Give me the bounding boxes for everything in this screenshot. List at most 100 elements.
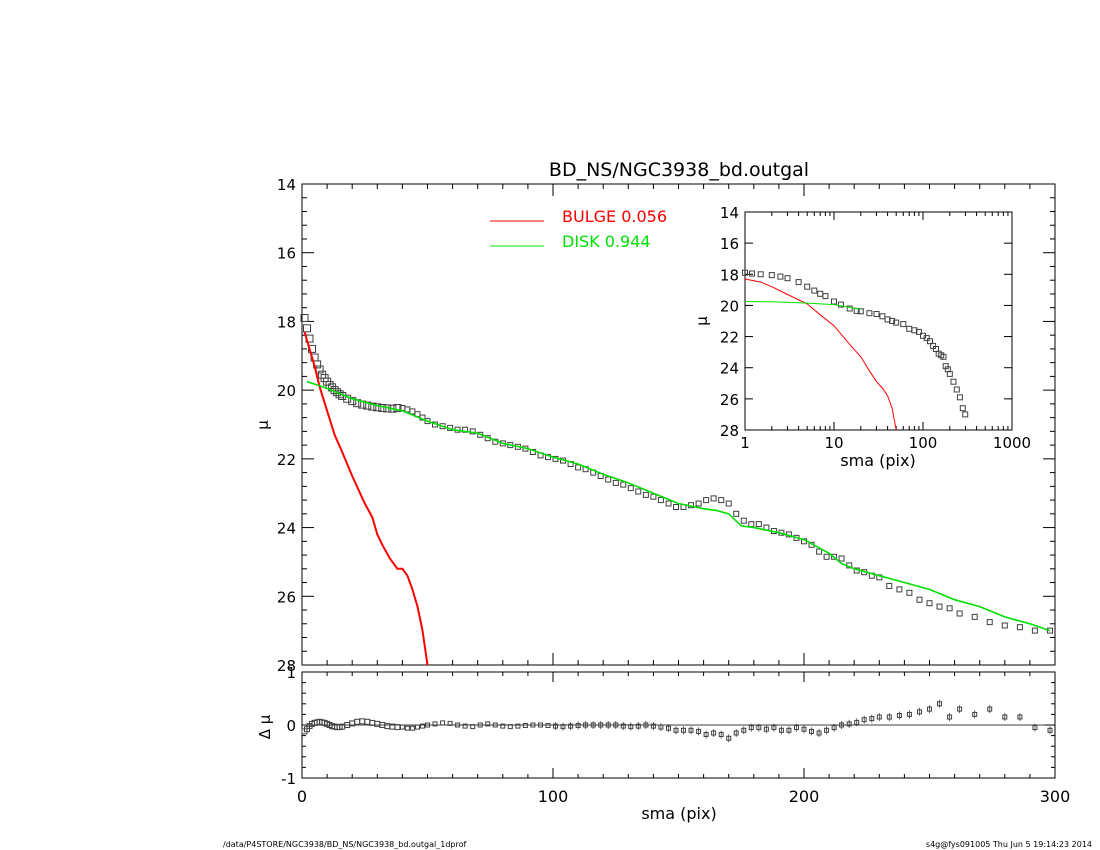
data-marker — [409, 408, 416, 415]
inset-data-marker — [953, 386, 960, 393]
residual-marker — [673, 727, 679, 733]
residual-marker — [364, 718, 371, 725]
inset-data-marker — [873, 311, 880, 317]
residual-marker — [628, 724, 634, 730]
residual-marker — [748, 725, 754, 731]
residual-marker — [598, 722, 604, 728]
inset-y-axis-label: μ — [693, 316, 711, 326]
data-marker — [424, 418, 431, 425]
residual-marker — [658, 724, 664, 730]
x-tick-label: 10 — [824, 434, 843, 452]
y-tick-label: 1 — [286, 664, 296, 682]
residual-marker — [917, 709, 922, 715]
data-marker — [303, 324, 311, 333]
main-plot: BD_NS/NGC3938_bd.outgal 14 16 18 20 22 24 26 28… — [254, 159, 1056, 675]
data-marker — [642, 491, 649, 498]
residual-marker — [440, 720, 446, 726]
inset-data-marker — [742, 269, 748, 276]
residual-marker — [809, 728, 814, 734]
residual-marker — [605, 722, 611, 728]
residual-marker — [861, 717, 867, 723]
residual-marker — [987, 706, 993, 712]
residual-marker — [681, 727, 686, 733]
data-marker — [886, 583, 893, 589]
y-tick-label: 18 — [720, 266, 739, 284]
residual-marker — [500, 723, 506, 729]
data-marker — [831, 553, 838, 560]
y-tick-label: 16 — [720, 235, 739, 253]
residual-marker — [462, 723, 468, 729]
y-tick-label: 14 — [277, 176, 296, 194]
data-marker — [393, 404, 402, 412]
inset-data-marker — [959, 405, 966, 412]
inset-data-marker — [838, 301, 844, 308]
inset-data-marker — [915, 328, 922, 335]
x-tick-label: 100 — [538, 787, 569, 806]
residual-marker — [666, 725, 671, 731]
inset-data-marker — [893, 319, 900, 326]
data-marker — [673, 504, 679, 510]
disk-line — [306, 380, 1051, 632]
residual-marker — [635, 723, 641, 729]
data-marker — [348, 397, 357, 406]
y-tick-label: 24 — [720, 360, 739, 378]
data-marker — [906, 589, 913, 596]
data-marker — [665, 500, 672, 507]
inset-data-marker — [879, 313, 886, 320]
residual-marker — [553, 723, 558, 729]
inset-bulge-line — [745, 278, 897, 430]
residual-marker — [1047, 727, 1053, 733]
data-marker — [1016, 624, 1023, 631]
inset-data-marker — [956, 394, 963, 401]
residual-marker — [786, 727, 792, 733]
residual-marker — [1017, 714, 1023, 720]
data-marker — [725, 500, 732, 507]
main-y-axis-label: μ — [254, 420, 272, 430]
residual-marker — [972, 711, 978, 717]
residual-marker — [824, 727, 830, 733]
residual-marker — [771, 725, 777, 731]
residual-marker — [763, 726, 769, 732]
residual-marker — [741, 727, 747, 733]
residual-marker — [374, 720, 381, 727]
y-tick-label: 16 — [277, 245, 296, 263]
data-marker — [368, 402, 377, 411]
footer-file-path: /data/P4STORE/NGC3938/BD_NS/NGC3938_bd.o… — [223, 840, 467, 849]
inset-data-marker — [950, 378, 957, 385]
residual-marker — [839, 722, 845, 728]
residual-marker — [359, 718, 366, 725]
x-tick-label: 1000 — [993, 434, 1031, 452]
y-tick-label: 14 — [720, 204, 739, 222]
data-marker — [986, 619, 993, 626]
residual-marker — [801, 726, 807, 732]
residual-marker — [696, 728, 702, 734]
residual-marker — [432, 721, 438, 727]
inset-x-axis-label: sma (pix) — [840, 451, 915, 470]
x-tick-label: 100 — [909, 434, 938, 452]
residual-marker — [613, 722, 619, 728]
inset-data-marker — [866, 310, 873, 317]
data-marker — [703, 497, 710, 504]
residual-marker — [545, 723, 551, 728]
residual-marker — [854, 719, 860, 725]
data-marker — [657, 497, 664, 504]
inset-frame — [744, 211, 1013, 431]
residual-marker — [816, 730, 822, 736]
data-marker — [627, 485, 634, 492]
y-tick-label: 18 — [277, 313, 296, 331]
inset-data-marker — [889, 318, 896, 324]
data-marker — [740, 517, 747, 524]
residual-marker — [583, 722, 589, 728]
residual-marker — [492, 722, 498, 728]
data-marker — [946, 605, 953, 612]
inset-data-marker — [822, 293, 829, 300]
legend-label-disk: DISK 0.944 — [562, 232, 651, 251]
inset-data-marker — [749, 270, 755, 277]
data-marker — [620, 481, 627, 488]
y-tick-label: 22 — [277, 451, 296, 469]
residual-marker — [957, 706, 963, 712]
residual-marker — [896, 713, 902, 718]
residual-marker — [404, 725, 410, 731]
